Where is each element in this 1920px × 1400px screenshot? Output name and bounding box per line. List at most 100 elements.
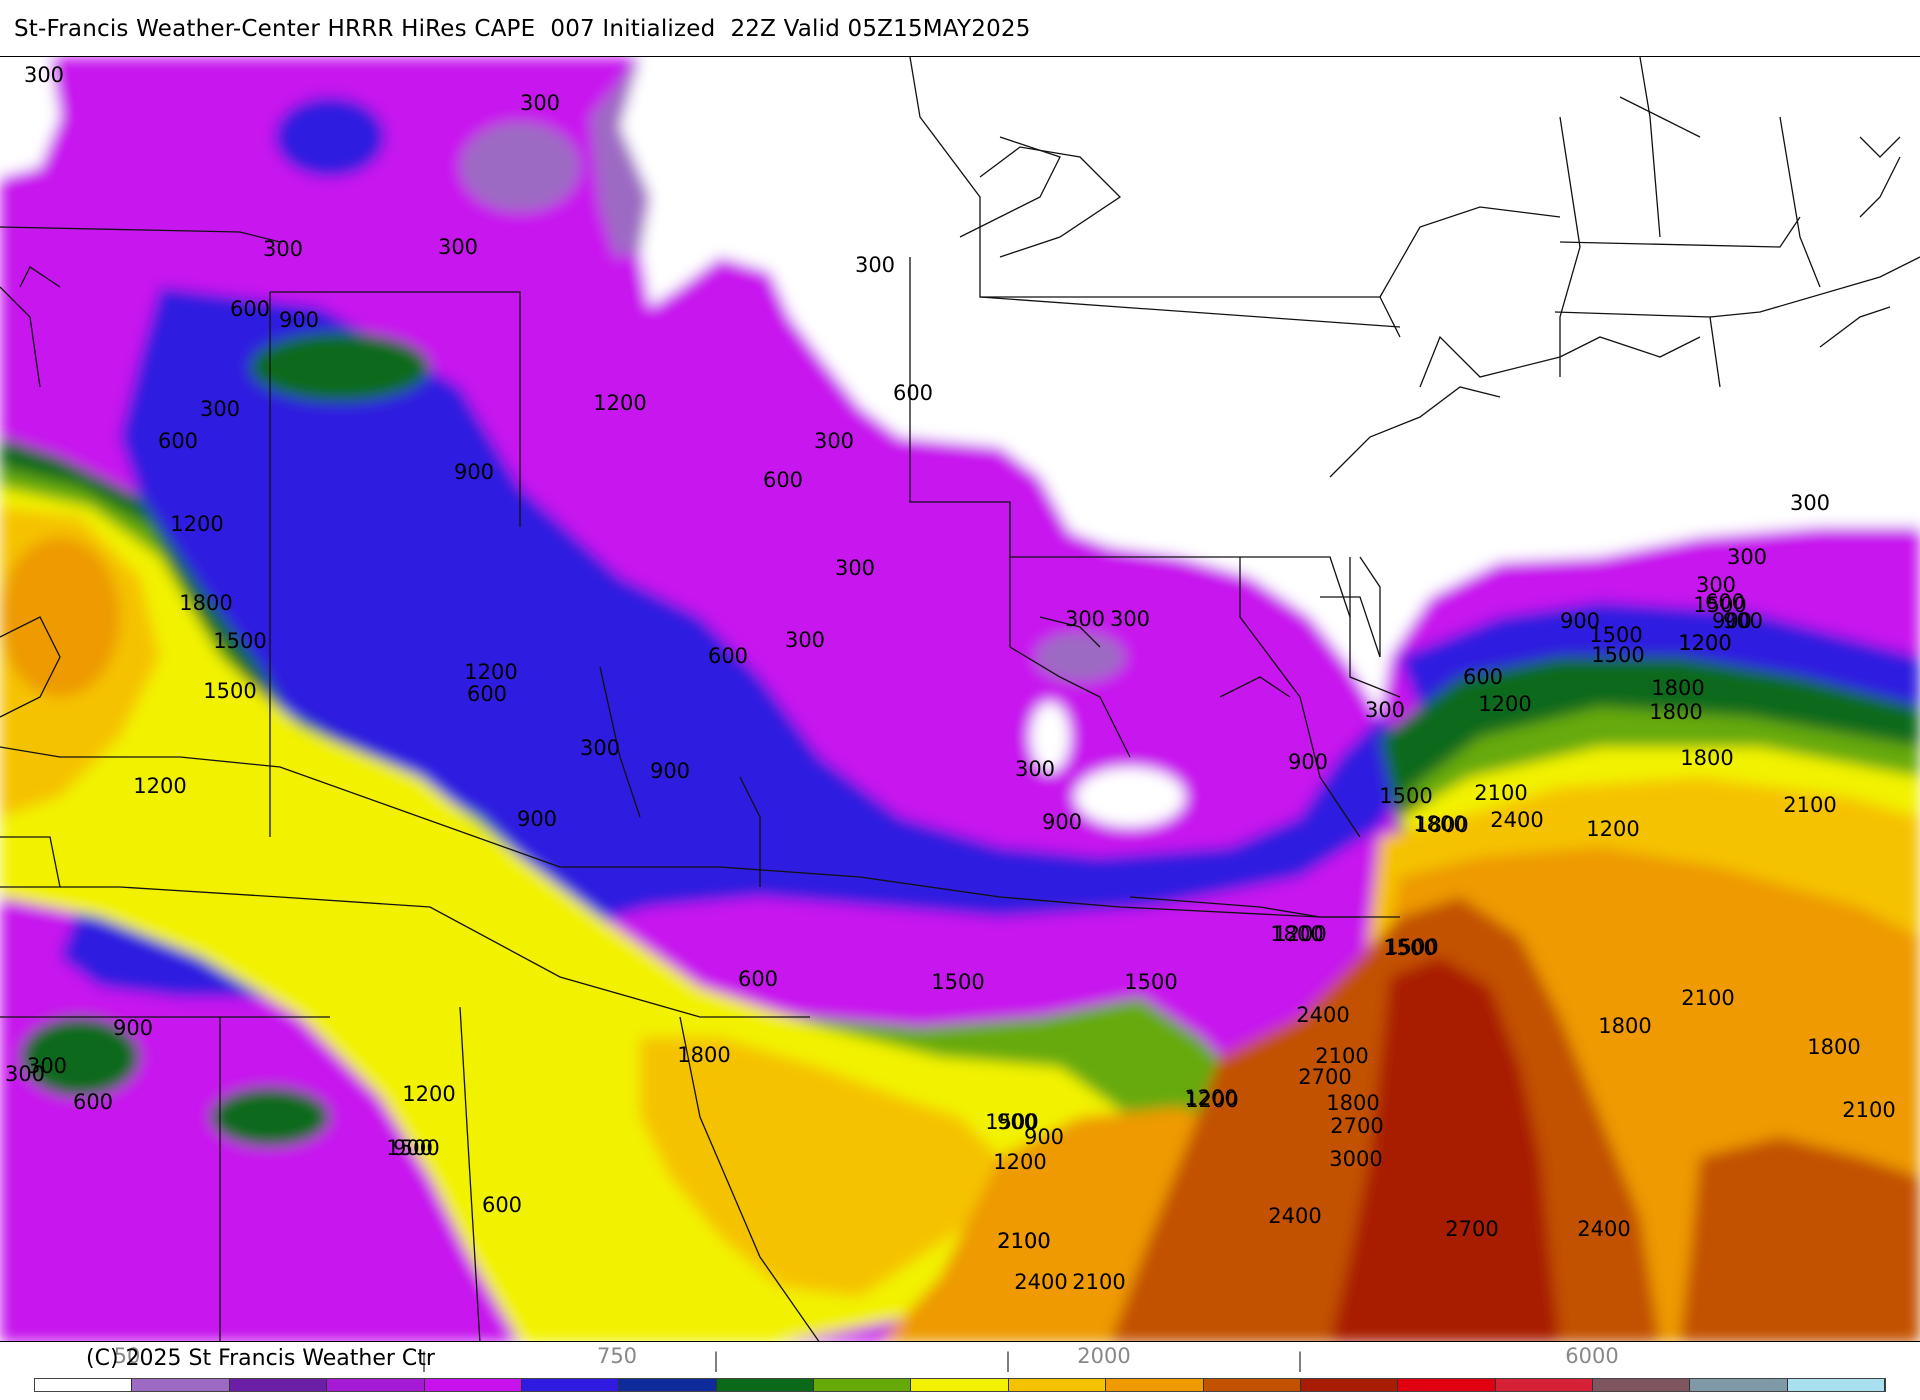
- cape-contour-label: 300: [1014, 757, 1056, 781]
- cape-contour-label: 900: [1559, 609, 1601, 633]
- cape-contour-label: 900: [516, 807, 558, 831]
- colorbar-mark: |: [1004, 1348, 1012, 1372]
- cape-contour-label: 600: [481, 1193, 523, 1217]
- colorbar-mark: |: [712, 1348, 720, 1372]
- colorbar: [34, 1378, 1886, 1392]
- cape-contour-label: 1200: [993, 1150, 1047, 1174]
- cape-contour-label: 900: [453, 460, 495, 484]
- cape-contour-label: 1200: [1184, 1086, 1238, 1110]
- copyright-text: (C) 2025 St Francis Weather Ctr: [86, 1346, 435, 1371]
- cape-contour-label: 900: [996, 1110, 1038, 1134]
- cape-contour-label: 900: [1287, 750, 1329, 774]
- cape-contour-label: 600: [229, 297, 271, 321]
- cape-contour-label: 2400: [1490, 808, 1544, 832]
- colorbar-segment: [132, 1379, 230, 1391]
- cape-contour-label: 300: [26, 1054, 68, 1078]
- cape-contour-label: 900: [1041, 810, 1083, 834]
- cape-contour-label: 600: [466, 682, 508, 706]
- cape-contour-label: 1500: [1693, 593, 1747, 617]
- colorbar-segment: [1495, 1379, 1593, 1391]
- cape-contour-label: 1200: [1678, 631, 1732, 655]
- cape-contour-label: 1500: [213, 629, 267, 653]
- cape-contour-label: 2100: [1842, 1098, 1896, 1122]
- cape-contour-label: 600: [737, 967, 779, 991]
- colorbar-segment: [1690, 1379, 1788, 1391]
- cape-contour-label: 300: [784, 628, 826, 652]
- cape-contour-label: 2100: [997, 1229, 1051, 1253]
- cape-contour-label: 300: [4, 1062, 46, 1086]
- cape-contour-label: 1200: [1185, 1088, 1239, 1112]
- colorbar-segment: [1106, 1379, 1204, 1391]
- colorbar-tick: 6000: [1565, 1344, 1619, 1368]
- cape-contour-label: 900: [649, 759, 691, 783]
- colorbar-segment: [424, 1379, 522, 1391]
- cape-contour-label: 300: [1695, 573, 1737, 597]
- cape-contour-label: 300: [854, 253, 896, 277]
- cape-contour-label: 1200: [464, 660, 518, 684]
- cape-contour-label: 1800: [1270, 922, 1324, 946]
- cape-contour-label: 2100: [1474, 781, 1528, 805]
- cape-contour-label: 1500: [931, 970, 985, 994]
- cape-contour-label: 1200: [1586, 817, 1640, 841]
- colorbar-segment: [229, 1379, 328, 1391]
- cape-contour-label: 1200: [170, 512, 224, 536]
- colorbar-segment: [1398, 1379, 1496, 1391]
- cape-contour-label: 2100: [997, 1229, 1051, 1253]
- cape-contour-label: 3000: [1329, 1147, 1383, 1171]
- cape-contour-label: 1800: [1680, 746, 1734, 770]
- colorbar-segment: [716, 1379, 814, 1391]
- cape-contour-label: 2400: [1268, 1204, 1322, 1228]
- cape-contour-label: 2700: [1445, 1217, 1499, 1241]
- cape-contour-label: 1500: [386, 1136, 440, 1160]
- colorbar-segment: [1787, 1379, 1886, 1391]
- cape-contour-label: 300: [23, 63, 65, 87]
- cape-contour-label: 900: [278, 308, 320, 332]
- colorbar-segment: [1203, 1379, 1301, 1391]
- colorbar-tick: 750: [596, 1344, 638, 1368]
- cape-contour-label: 900: [1722, 609, 1764, 633]
- cape-contour-label: 2700: [1330, 1114, 1384, 1138]
- colorbar-segment: [619, 1379, 717, 1391]
- colorbar-mark: |: [420, 1348, 428, 1372]
- cape-contour-label: 600: [72, 1090, 114, 1114]
- colorbar-segment: [521, 1379, 620, 1391]
- cape-contour-label: 300: [519, 91, 561, 115]
- colorbar-segment: [1300, 1379, 1399, 1391]
- cape-contour-label: 900: [392, 1136, 434, 1160]
- colorbar-area: 50 750 2000 6000 | | | | (C) 2025 St Fra…: [0, 1342, 1920, 1400]
- cape-contour-label: 1800: [1598, 1014, 1652, 1038]
- cape-contour-label: 1500: [1383, 936, 1437, 960]
- colorbar-segment: [35, 1379, 133, 1391]
- cape-contour-label: 300: [1064, 607, 1106, 631]
- cape-shading: [0, 57, 1920, 1341]
- cape-contour-label: 1500: [1591, 643, 1645, 667]
- cape-contour-label: 300: [262, 237, 304, 261]
- colorbar-segment: [327, 1379, 425, 1391]
- cape-field-svg: [0, 57, 1920, 1341]
- map-title: St-Francis Weather-Center HRRR HiRes CAP…: [14, 16, 1031, 42]
- cape-contour-label: 1500: [1385, 935, 1439, 959]
- cape-contour-label: 300: [579, 736, 621, 760]
- cape-contour-label: 1800: [1415, 813, 1469, 837]
- cape-contour-label: 1800: [1649, 700, 1703, 724]
- cape-contour-label: 1800: [1326, 1091, 1380, 1115]
- cape-contour-label: 1800: [1807, 1035, 1861, 1059]
- colorbar-segment: [1008, 1379, 1107, 1391]
- cape-contour-label: 2100: [1681, 986, 1735, 1010]
- boundaries: [0, 57, 1920, 1341]
- cape-contour-label: 1800: [677, 1043, 731, 1067]
- cape-contour-label: 300: [437, 235, 479, 259]
- cape-contour-label: 300: [1109, 607, 1151, 631]
- cape-contour-label: 1800: [179, 591, 233, 615]
- cape-contour-label: 2100: [1072, 1270, 1126, 1294]
- cape-contour-label: 1800: [1651, 676, 1705, 700]
- cape-contour-label: 1500: [1124, 970, 1178, 994]
- cape-contour-label: 2400: [1014, 1270, 1068, 1294]
- cape-contour-label: 300: [813, 429, 855, 453]
- cape-contour-label: 2100: [1783, 793, 1837, 817]
- cape-contour-label: 1500: [1379, 784, 1433, 808]
- cape-contour-label: 1200: [1678, 631, 1732, 655]
- cape-contour-label: 600: [707, 644, 749, 668]
- colorbar-segment: [814, 1379, 912, 1391]
- cape-contour-label: 1200: [402, 1082, 456, 1106]
